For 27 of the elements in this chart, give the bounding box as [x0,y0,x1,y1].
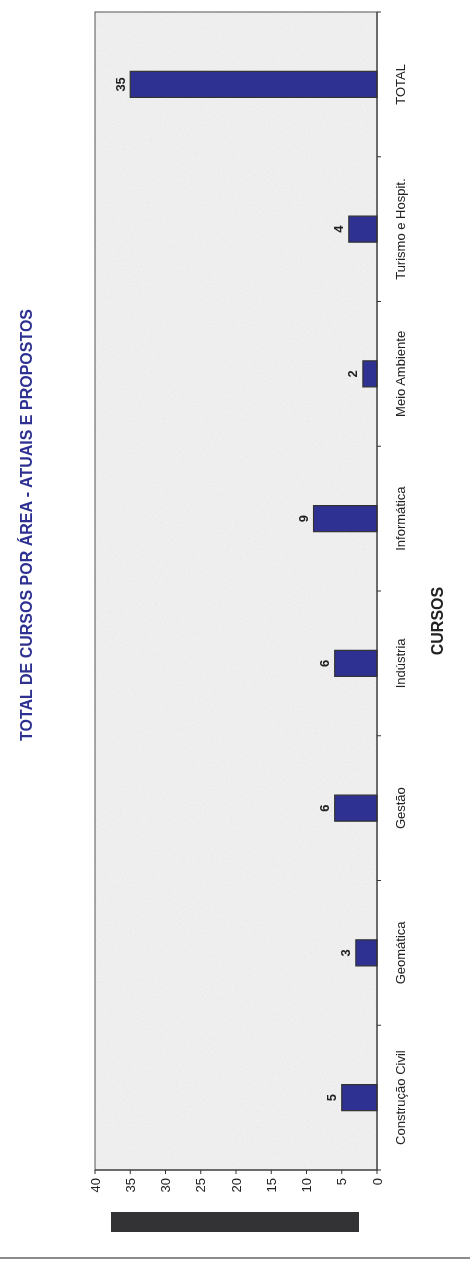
data-label: 6 [317,804,333,812]
data-label: 6 [317,659,333,667]
y-tick-label: Construção Civil [392,1050,408,1145]
data-label: 5 [324,1094,340,1102]
y-tick-label: Gestão [392,787,408,830]
x-tick-label: 30 [158,1178,174,1193]
data-label: 35 [112,77,128,92]
x-tick-label: 0 [369,1178,385,1186]
data-label: 2 [345,370,361,378]
y-tick-label: TOTAL [392,64,408,105]
data-label: 3 [338,949,354,957]
text: TOTAL DE CURSOS POR ÁREA - ATUAIS E PROPOSTOS [16,308,35,742]
x-tick-label: 10 [299,1178,315,1193]
x-tick-label: 40 [87,1178,103,1193]
data-label: 9 [296,515,312,523]
y-tick-label: Turismo e Hospit. [392,178,408,280]
x-tick-label: 25 [193,1178,209,1193]
data-label: 4 [331,224,347,233]
x-tick-label: 20 [228,1178,244,1193]
y-tick-label: Informática [392,485,408,551]
x-tick-label: 5 [334,1178,350,1186]
x-tick-label: 15 [263,1178,279,1193]
y-tick-label: Meio Ambiente [392,330,408,417]
y-tick-label: Geomática [392,920,408,985]
x-tick-label: 35 [122,1178,138,1193]
y-tick-label: Indústria [392,637,408,689]
y-axis-title: CURSOS [428,586,446,656]
